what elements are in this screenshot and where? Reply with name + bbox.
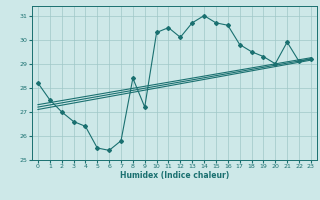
X-axis label: Humidex (Indice chaleur): Humidex (Indice chaleur) (120, 171, 229, 180)
